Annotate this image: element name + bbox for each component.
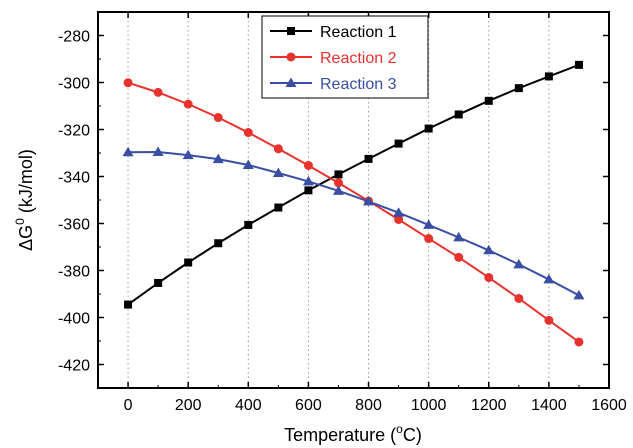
data-point (454, 110, 463, 119)
series-line (128, 151, 580, 297)
data-point (544, 72, 553, 81)
data-point (543, 273, 555, 284)
data-point (302, 175, 314, 186)
x-axis-title: Temperature (oC) (284, 422, 422, 445)
data-point (333, 178, 343, 188)
data-point (394, 139, 403, 148)
legend-marker (286, 52, 296, 62)
data-point (153, 87, 163, 97)
legend: Reaction 1 Reaction 2 Reaction 3 (261, 15, 429, 99)
data-point (544, 315, 554, 325)
y-axis-title-delta: ΔG (16, 225, 36, 251)
legend-label: Reaction 1 (320, 24, 397, 41)
data-point (393, 207, 405, 217)
x-tick-label: 0 (124, 397, 133, 414)
data-point (514, 84, 523, 93)
data-point (424, 124, 433, 133)
data-point (424, 234, 434, 244)
y-tick-label: -380 (58, 264, 90, 281)
series-1 (124, 60, 583, 309)
series-line (127, 63, 580, 306)
data-point (274, 203, 283, 212)
y-tick-label: -280 (58, 29, 90, 46)
legend-item: Reaction 3 (270, 76, 397, 93)
data-point (124, 300, 133, 309)
data-point (574, 337, 584, 347)
data-point (303, 160, 313, 170)
y-tick-label: -360 (58, 217, 90, 234)
legend-label: Reaction 3 (320, 76, 397, 93)
x-axis-title-tail: C) (403, 425, 422, 445)
data-point (483, 244, 495, 255)
y-tick-label: -420 (58, 358, 90, 375)
y-tick-label: -340 (58, 170, 90, 187)
data-point (244, 220, 253, 229)
x-tick-label: 400 (235, 397, 262, 414)
data-point (423, 219, 435, 229)
data-point (243, 128, 253, 138)
y-tick-label: -320 (58, 123, 90, 140)
data-point (514, 293, 524, 303)
data-point (454, 252, 464, 262)
data-point (304, 186, 313, 195)
data-point (242, 159, 254, 169)
series-2 (123, 78, 584, 347)
x-tick-label: 1400 (531, 397, 567, 414)
x-tick-label: 1600 (591, 397, 627, 414)
legend-label: Reaction 2 (320, 50, 397, 67)
data-point (212, 153, 224, 164)
series-line (127, 81, 580, 343)
data-point (513, 258, 525, 269)
x-tick-label: 1200 (471, 397, 507, 414)
data-point (453, 231, 465, 242)
y-axis-title: ΔG0 (kJ/mol) (13, 149, 36, 251)
data-point (484, 96, 493, 105)
data-point (363, 195, 375, 206)
x-tick-label: 600 (295, 397, 322, 414)
data-point (272, 167, 284, 177)
data-point (183, 99, 193, 109)
data-point (484, 273, 494, 283)
data-point (273, 144, 283, 154)
y-axis-title-tail: (kJ/mol) (16, 149, 36, 218)
data-point (214, 239, 223, 248)
data-point (213, 113, 223, 123)
x-axis-title-sup: o (396, 422, 403, 436)
data-point (152, 146, 164, 157)
data-point (332, 185, 344, 195)
legend-marker (287, 27, 295, 35)
data-point (394, 215, 404, 225)
x-tick-label: 1000 (411, 397, 447, 414)
data-point (123, 78, 133, 88)
data-point (573, 289, 585, 300)
data-point (334, 170, 343, 179)
y-tick-label: -400 (58, 311, 90, 328)
data-point (364, 154, 373, 163)
y-axis-title-sup: 0 (13, 218, 27, 225)
data-point (184, 258, 193, 267)
axis-ticks: 0 200 400 600 800 1000 1200 1400 1600 -420 -400 -38… (58, 11, 627, 414)
x-tick-label: 200 (175, 397, 202, 414)
x-tick-label: 800 (355, 397, 382, 414)
legend-item: Reaction 2 (270, 50, 397, 67)
y-tick-label: -300 (58, 76, 90, 93)
x-axis-title-main: Temperature ( (284, 425, 396, 445)
legend-item: Reaction 1 (270, 24, 397, 41)
series-group (122, 60, 585, 347)
series-3 (122, 146, 585, 300)
data-point (122, 146, 134, 157)
data-point (182, 149, 194, 160)
legend-marker (285, 77, 297, 87)
data-point (154, 278, 163, 287)
data-point (574, 60, 583, 69)
